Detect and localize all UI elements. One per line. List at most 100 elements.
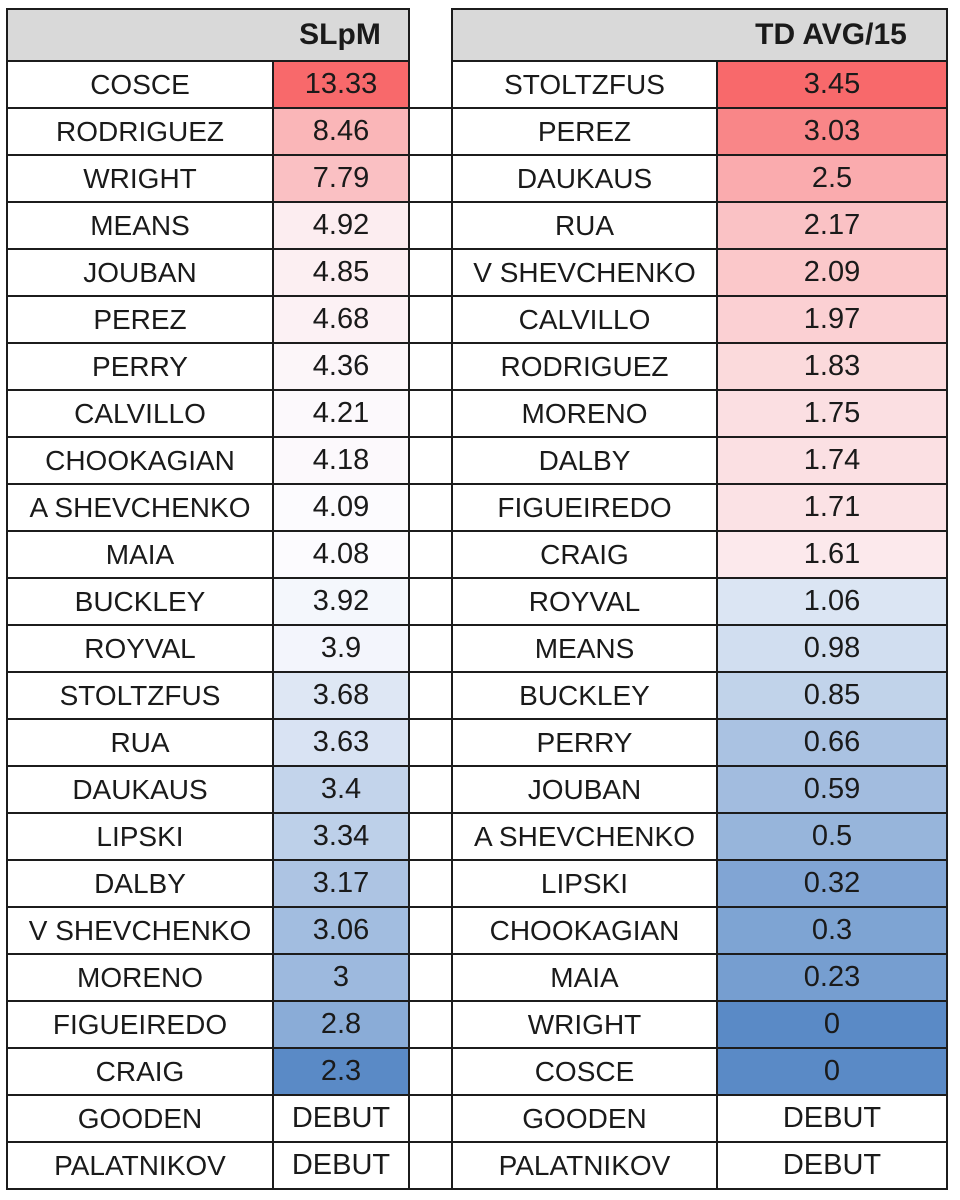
table-row: COSCE 0 xyxy=(453,1049,946,1096)
table-row: PERRY 0.66 xyxy=(453,720,946,767)
table-row: DAUKAUS 3.4 xyxy=(8,767,408,814)
fighter-name-cell: PEREZ xyxy=(93,303,187,335)
fighter-name-cell: DALBY xyxy=(94,867,186,899)
stat-value-cell: 2.8 xyxy=(272,1002,408,1047)
slpm-header-label: SLpM xyxy=(299,18,381,51)
gap-cell xyxy=(410,908,451,955)
fighter-name-cell: RUA xyxy=(110,726,170,758)
fighter-name-cell: LIPSKI xyxy=(540,867,629,899)
stat-value-cell: 3.34 xyxy=(272,814,408,859)
fighter-name-cell: CALVILLO xyxy=(518,303,651,335)
fighter-name-cell: DAUKAUS xyxy=(516,162,653,194)
table-row: V SHEVCHENKO 2.09 xyxy=(453,250,946,297)
stat-value-cell: 1.74 xyxy=(716,438,946,483)
fighter-name-cell: COSCE xyxy=(534,1055,635,1087)
gap-cell xyxy=(410,1096,451,1143)
fighter-name-cell: CALVILLO xyxy=(74,397,206,429)
fighter-name-cell: A SHEVCHENKO xyxy=(29,491,251,523)
fighter-name-cell: V SHEVCHENKO xyxy=(473,256,696,288)
fighter-name-cell: CRAIG xyxy=(540,538,629,570)
table-row: JOUBAN 4.85 xyxy=(8,250,408,297)
table-row: A SHEVCHENKO 4.09 xyxy=(8,485,408,532)
fighter-name-cell: PEREZ xyxy=(537,115,632,147)
fighter-name-cell: V SHEVCHENKO xyxy=(28,914,252,946)
table-row: ROYVAL 3.9 xyxy=(8,626,408,673)
fighter-name-cell: DALBY xyxy=(538,444,631,476)
stat-value-cell: 4.36 xyxy=(272,344,408,389)
gap-cell xyxy=(410,579,451,626)
table-row: RUA 2.17 xyxy=(453,203,946,250)
stat-value-cell: 3.92 xyxy=(272,579,408,624)
slpm-table-body: COSCE 13.33 RODRIGUEZ 8.46 WRIGHT 7.79 MEANS 4.… xyxy=(8,62,408,1188)
stat-value-cell: 3.17 xyxy=(272,861,408,906)
table-row: BUCKLEY 0.85 xyxy=(453,673,946,720)
table-row: STOLTZFUS 3.68 xyxy=(8,673,408,720)
table-row: A SHEVCHENKO 0.5 xyxy=(453,814,946,861)
fighter-name-cell: COSCE xyxy=(90,68,190,100)
td-avg-table: TD AVG/15 STOLTZFUS 3.45 PEREZ 3.03 DAUKAUS 2… xyxy=(451,8,948,1190)
gap-cell xyxy=(410,767,451,814)
stat-value-cell: 1.06 xyxy=(716,579,946,624)
table-row: MEANS 4.92 xyxy=(8,203,408,250)
fighter-name-cell: GOODEN xyxy=(77,1102,203,1134)
stat-value-cell: 3.45 xyxy=(716,62,946,107)
fighter-name-cell: JOUBAN xyxy=(527,773,642,805)
table-row: PEREZ 4.68 xyxy=(8,297,408,344)
fighter-name-cell: LIPSKI xyxy=(96,820,184,852)
gap-cell xyxy=(410,250,451,297)
table-row: MEANS 0.98 xyxy=(453,626,946,673)
table-row: MORENO 1.75 xyxy=(453,391,946,438)
fighter-name-cell: MORENO xyxy=(77,961,203,993)
stat-value-cell: 4.68 xyxy=(272,297,408,342)
fighter-name-cell: STOLTZFUS xyxy=(59,679,221,711)
stat-value-cell: 4.09 xyxy=(272,485,408,530)
stat-value-cell: 4.92 xyxy=(272,203,408,248)
stat-value-cell: 1.71 xyxy=(716,485,946,530)
fighter-name-cell: PALATNIKOV xyxy=(54,1149,226,1181)
fighter-name-cell: WRIGHT xyxy=(83,162,197,194)
table-row: BUCKLEY 3.92 xyxy=(8,579,408,626)
gap-cell xyxy=(410,673,451,720)
fighter-name-cell: JOUBAN xyxy=(83,256,197,288)
fighter-name-cell: WRIGHT xyxy=(527,1008,642,1040)
stat-value-cell: 0.32 xyxy=(716,861,946,906)
fighter-name-cell: PALATNIKOV xyxy=(498,1149,671,1181)
gap-cell xyxy=(410,62,451,109)
gap-cell xyxy=(410,344,451,391)
stat-value-cell: 0.3 xyxy=(716,908,946,953)
table-row: CRAIG 1.61 xyxy=(453,532,946,579)
stat-value-cell: 0 xyxy=(716,1049,946,1094)
stat-value-cell: 4.85 xyxy=(272,250,408,295)
table-row: MORENO 3 xyxy=(8,955,408,1002)
fighter-name-cell: RODRIGUEZ xyxy=(500,350,669,382)
fighter-name-cell: BUCKLEY xyxy=(74,585,206,617)
table-row: COSCE 13.33 xyxy=(8,62,408,109)
gap-cell xyxy=(410,109,451,156)
stat-value-cell: 3.03 xyxy=(716,109,946,154)
stat-value-cell: 3.4 xyxy=(272,767,408,812)
table-row: MAIA 4.08 xyxy=(8,532,408,579)
stat-value-cell: 3.06 xyxy=(272,908,408,953)
table-row: FIGUEIREDO 1.71 xyxy=(453,485,946,532)
table-row: DAUKAUS 2.5 xyxy=(453,156,946,203)
table-row: V SHEVCHENKO 3.06 xyxy=(8,908,408,955)
td-avg-header-label: TD AVG/15 xyxy=(755,18,907,51)
td-avg-table-header: TD AVG/15 xyxy=(453,10,946,62)
fighter-name-cell: CRAIG xyxy=(95,1055,185,1087)
fighter-name-cell: ROYVAL xyxy=(528,585,641,617)
stat-value-cell: 3.9 xyxy=(272,626,408,671)
stat-value-cell: 2.09 xyxy=(716,250,946,295)
stat-value-cell: 4.18 xyxy=(272,438,408,483)
fighter-name-cell: A SHEVCHENKO xyxy=(474,820,695,852)
stat-value-cell: 4.08 xyxy=(272,532,408,577)
gap-cell xyxy=(410,814,451,861)
fighter-name-cell: PERRY xyxy=(92,350,188,382)
table-row: RUA 3.63 xyxy=(8,720,408,767)
gap-cell xyxy=(410,1002,451,1049)
fighter-name-cell: GOODEN xyxy=(522,1102,647,1134)
stat-value-cell: 1.61 xyxy=(716,532,946,577)
stat-value-cell: 1.75 xyxy=(716,391,946,436)
fighter-name-cell: ROYVAL xyxy=(84,632,196,664)
fighter-name-cell: BUCKLEY xyxy=(519,679,650,711)
